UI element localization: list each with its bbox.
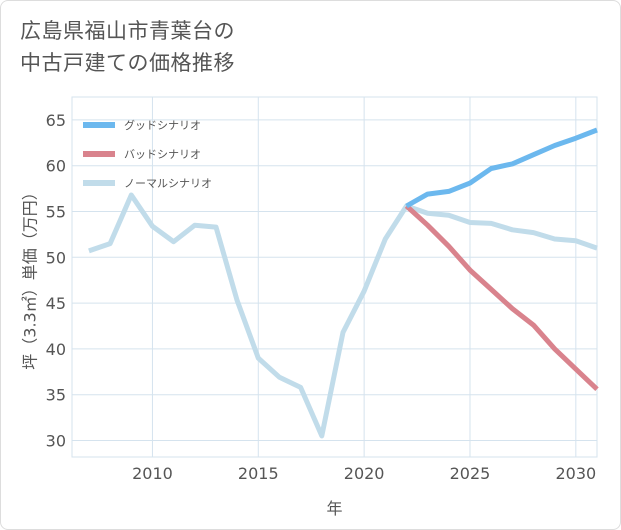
x-axis-title: 年 bbox=[326, 499, 342, 518]
y-tick-label: 30 bbox=[46, 432, 66, 451]
series-layer bbox=[88, 127, 599, 439]
y-tick-label: 60 bbox=[46, 157, 66, 176]
y-axis-title: 坪（3.3㎡）単価（万円） bbox=[21, 184, 40, 369]
x-tick-label: 2025 bbox=[450, 464, 491, 483]
tick-labels: 30 35 40 45 50 55 60 65 2010 2015 2020 2025 2030 bbox=[46, 111, 597, 483]
chart-title-line-2: 中古戸建ての価格推移 bbox=[20, 51, 235, 75]
x-tick-label: 2015 bbox=[238, 464, 279, 483]
legend-label-normal: ノーマルシナリオ bbox=[124, 177, 212, 190]
chart-title-line-1: 広島県福山市青葉台の bbox=[20, 19, 235, 43]
x-tick-label: 2010 bbox=[132, 464, 173, 483]
y-tick-label: 45 bbox=[46, 294, 66, 313]
series-line-bad bbox=[404, 204, 599, 392]
y-tick-label: 40 bbox=[46, 340, 66, 359]
chart-title: 広島県福山市青葉台の 中古戸建ての価格推移 bbox=[20, 15, 235, 79]
x-tick-label: 2020 bbox=[344, 464, 385, 483]
y-tick-label: 65 bbox=[46, 111, 66, 130]
series-line-normal bbox=[88, 192, 598, 439]
y-tick-label: 35 bbox=[46, 386, 66, 405]
y-tick-label: 50 bbox=[46, 248, 66, 267]
x-tick-label: 2030 bbox=[555, 464, 596, 483]
y-tick-label: 55 bbox=[46, 203, 66, 222]
series-line-good bbox=[405, 127, 598, 209]
legend-label-good: グッドシナリオ bbox=[124, 118, 201, 132]
plot-frame bbox=[71, 96, 598, 458]
legend-label-bad: バッドシナリオ bbox=[124, 148, 201, 161]
grid-lines bbox=[72, 97, 597, 457]
